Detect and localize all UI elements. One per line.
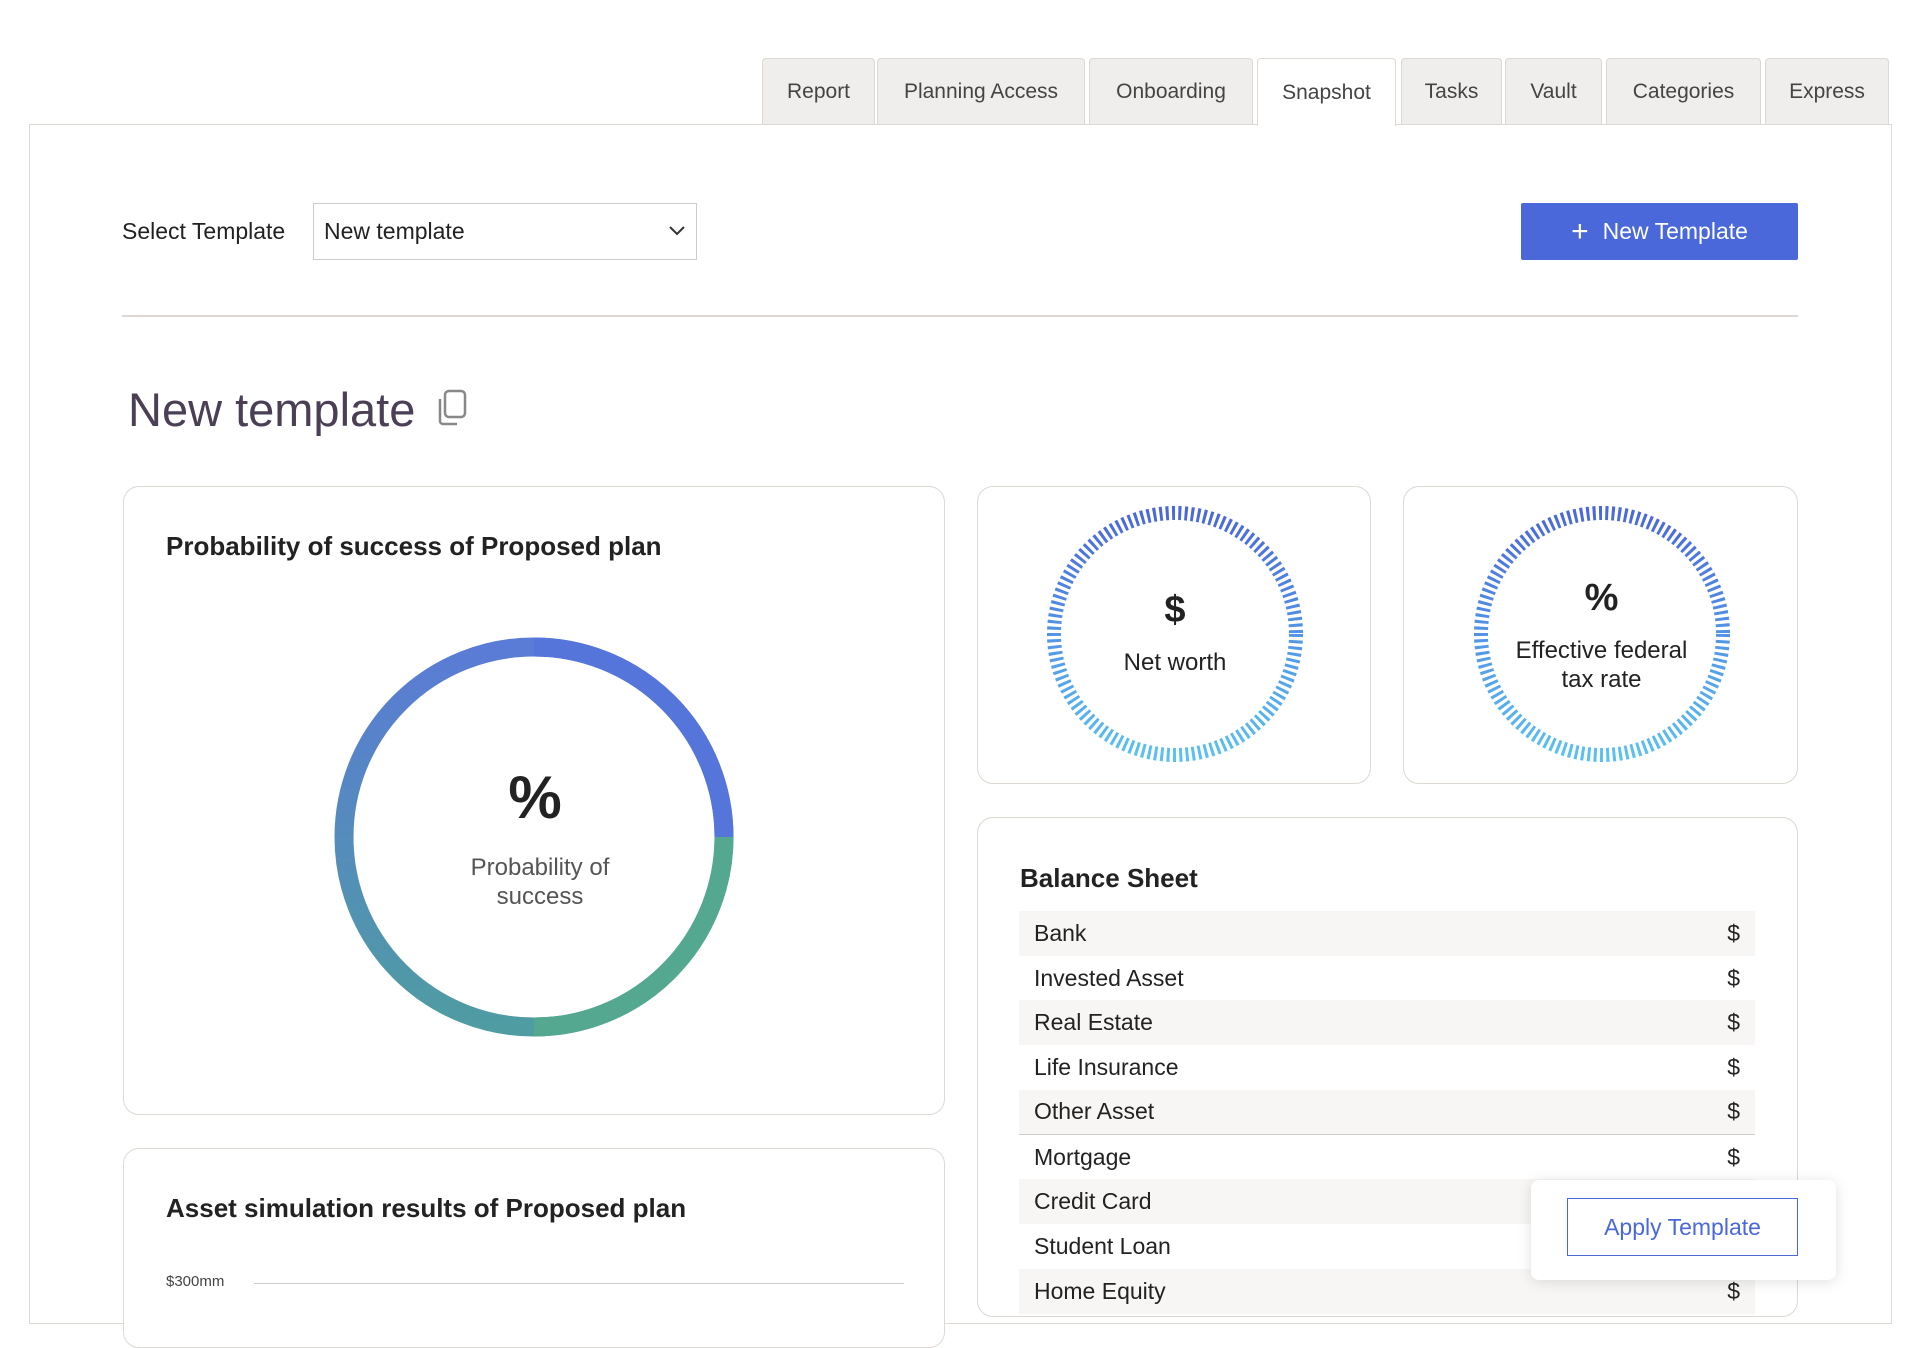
balance-row: Real Estate $ [1019, 1000, 1755, 1046]
row-value: $ [1727, 964, 1740, 991]
row-value: $ [1727, 1098, 1740, 1125]
tax-card: % Effective federal tax rate [1403, 486, 1798, 784]
tab[interactable]: Snapshot [1257, 58, 1396, 126]
row-label: Life Insurance [1034, 1054, 1179, 1081]
row-value: $ [1727, 1009, 1740, 1036]
apply-button[interactable]: Apply Template [1567, 1198, 1798, 1256]
balance-row: Invested Asset $ [1019, 956, 1755, 1001]
row-value: $ [1727, 1054, 1740, 1081]
probability-card: Probability of success of Proposed plan … [123, 486, 945, 1115]
dashed-ring [1474, 506, 1730, 762]
card-title: Balance Sheet [1020, 863, 1198, 893]
card-title: Probability of success of Proposed plan [166, 531, 662, 561]
row-label: Invested Asset [1034, 964, 1184, 991]
row-label: Credit Card [1034, 1188, 1152, 1215]
row-label: Other Asset [1034, 1098, 1155, 1125]
tab[interactable]: Categories [1606, 58, 1761, 124]
tab[interactable]: Tasks [1401, 58, 1502, 124]
row-value: $ [1727, 1143, 1740, 1170]
chevron [669, 226, 685, 236]
row-label: Real Estate [1034, 1009, 1153, 1036]
row-label: Bank [1034, 920, 1087, 946]
tab[interactable]: Report [762, 58, 875, 124]
new-template-button[interactable]: + New Template [1521, 203, 1798, 260]
net-worth-card: $ Net worth [977, 486, 1371, 784]
row-label: Mortgage [1034, 1143, 1132, 1170]
row-value: $ [1727, 1277, 1740, 1304]
balance-row: Bank $ [1019, 911, 1755, 956]
row-value: $ [1727, 920, 1740, 946]
card-title: Asset simulation results of Proposed pla… [166, 1193, 687, 1223]
label: tax rate [1561, 666, 1642, 693]
dashed-ring [1047, 506, 1303, 762]
plus-icon: + [1571, 214, 1589, 248]
label: Net worth [1123, 649, 1227, 676]
select-label: Select Template [122, 218, 286, 244]
balance-row: Mortgage $ [1019, 1135, 1755, 1180]
label: success [496, 883, 584, 910]
page: {"tabs":["Report","Planning Access","Onb… [29, 58, 1892, 1348]
tab[interactable]: Planning Access [877, 58, 1085, 124]
donut [334, 637, 734, 1037]
label: Effective federal [1515, 637, 1688, 664]
copy-icon[interactable] [434, 388, 470, 428]
tab[interactable]: Express [1765, 58, 1889, 124]
row-label: Home Equity [1034, 1277, 1166, 1304]
axis-label: $300mm [166, 1273, 225, 1290]
label: Probability of [470, 854, 610, 881]
grid-line [254, 1283, 904, 1284]
symbol: $ [1164, 589, 1186, 631]
tab[interactable]: Onboarding [1089, 58, 1253, 124]
row-label: Student Loan [1034, 1232, 1171, 1259]
template-select[interactable]: New template [313, 203, 697, 260]
divider [122, 315, 1798, 317]
symbol: % [1584, 577, 1619, 619]
page-title: New template [128, 383, 416, 436]
apply-popup: Apply Template [1531, 1180, 1836, 1280]
balance-row: Life Insurance $ [1019, 1045, 1755, 1090]
button-text: New Template [1602, 218, 1748, 244]
asset-card: Asset simulation results of Proposed pla… [123, 1148, 945, 1348]
tab[interactable]: Vault [1505, 58, 1602, 124]
symbol: % [508, 764, 562, 831]
balance-row: Other Asset $ [1019, 1089, 1755, 1135]
select-value: New template [324, 218, 465, 244]
